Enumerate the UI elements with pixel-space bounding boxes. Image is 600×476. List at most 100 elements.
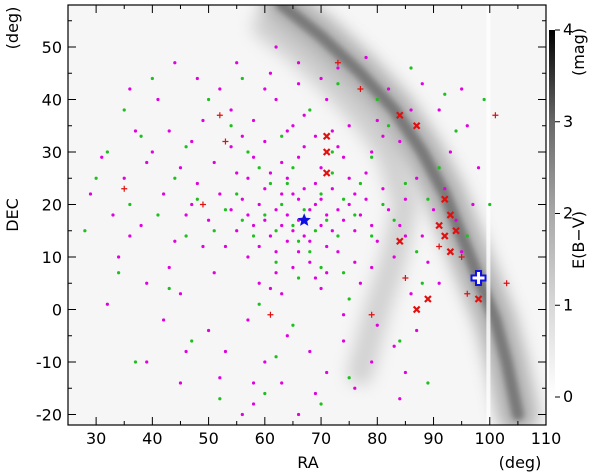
magenta-point [128,234,132,238]
magenta-point [381,134,385,138]
x-tick-label: 80 [367,429,387,448]
magenta-point [358,213,363,217]
green-point [173,176,177,180]
green-point [392,218,396,222]
red-cross-point [446,211,455,219]
green-point [122,108,126,112]
magenta-point [336,208,340,212]
red-cross-point [424,295,432,303]
magenta-point [229,108,233,112]
magenta-point [370,150,374,154]
green-point [150,76,154,81]
magenta-point [206,218,211,222]
y-tick-label: 0 [52,301,62,320]
green-point [190,339,194,343]
magenta-point [285,129,289,133]
green-point [386,124,391,128]
green-point [370,234,374,238]
magenta-point [336,250,340,254]
green-point [167,286,171,291]
magenta-point [437,281,441,285]
magenta-point [206,328,211,333]
magenta-point [246,255,250,259]
magenta-point [246,318,250,322]
magenta-point [128,87,132,91]
magenta-point [280,192,284,196]
magenta-point [319,197,323,201]
axes: 30 40 50 60 70 80 90 100 110 -20 -10 0 10 20 30 40 50 [36,5,561,448]
magenta-point [308,239,312,243]
green-point [488,202,492,207]
red-plus-point [458,254,465,260]
magenta-point [443,187,447,191]
magenta-point [308,349,312,354]
magenta-point [448,150,452,154]
magenta-point [398,223,402,228]
magenta-point [375,118,379,123]
green-point [240,218,244,222]
red-plus-point [199,201,206,208]
colorbar-label: E(B−V) [569,211,588,269]
magenta-point [274,97,278,102]
green-point [229,124,233,128]
green-point [263,213,267,217]
magenta-point [145,360,149,364]
green-point [184,145,188,149]
red-plus-point [334,59,341,66]
magenta-point [336,145,340,149]
scatter-points [83,45,510,417]
magenta-point [353,260,357,264]
red-cross-point [322,132,331,141]
green-point [128,202,132,207]
green-point [336,234,340,238]
x-tick-label: 40 [142,429,162,448]
green-point [257,302,261,306]
green-point [308,108,312,112]
magenta-point [364,171,368,175]
green-point [263,391,267,396]
magenta-point [190,139,194,144]
magenta-point [308,260,312,264]
y-tick-label: -20 [36,406,62,425]
red-plus-point [503,280,510,287]
green-point [195,197,199,201]
map-data-gap [486,5,491,425]
green-point [246,150,250,154]
red-plus-point [222,138,229,145]
magenta-point [471,202,475,207]
x-tick-label: 50 [198,429,218,448]
magenta-point [296,61,301,65]
red-cross-point [440,195,449,204]
magenta-point [156,97,160,102]
green-point [235,192,239,196]
y-tick-label: 10 [42,248,62,267]
magenta-point [111,213,115,217]
red-plus-point [267,311,274,318]
green-point [291,323,295,327]
magenta-point [437,108,441,112]
magenta-point [240,197,244,201]
blue-open-cross-point [470,270,487,286]
colorbar-tick-label: 2 [563,204,573,223]
magenta-point [280,292,284,296]
magenta-point [184,213,188,217]
magenta-point [409,108,413,112]
magenta-point [274,271,278,275]
magenta-point [454,218,458,222]
magenta-point [403,370,408,375]
magenta-point [403,197,408,201]
green-point [240,76,244,81]
x-tick-label: 60 [255,429,275,448]
magenta-point [268,234,273,238]
magenta-point [240,412,244,417]
magenta-point [370,265,374,270]
magenta-point [313,181,318,186]
y-tick-label: 50 [42,38,62,57]
magenta-point [268,286,273,291]
green-point [133,360,138,364]
green-point [358,181,363,186]
red-cross-point [435,221,443,230]
magenta-point [251,118,256,123]
magenta-point [347,176,351,180]
